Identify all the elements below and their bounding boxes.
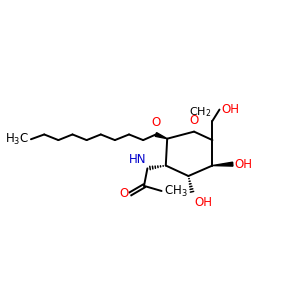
- Text: O: O: [120, 187, 129, 200]
- Text: $\mathregular{H_3C}$: $\mathregular{H_3C}$: [5, 132, 29, 147]
- Text: OH: OH: [194, 196, 212, 209]
- Text: $\mathregular{CH_2}$: $\mathregular{CH_2}$: [189, 106, 211, 119]
- Text: O: O: [151, 116, 160, 129]
- Text: $\mathregular{CH_3}$: $\mathregular{CH_3}$: [164, 183, 188, 199]
- Polygon shape: [212, 162, 233, 166]
- Text: OH: OH: [221, 103, 239, 116]
- Polygon shape: [155, 133, 167, 139]
- Text: O: O: [189, 114, 199, 127]
- Text: OH: OH: [234, 158, 252, 171]
- Text: HN: HN: [128, 153, 146, 166]
